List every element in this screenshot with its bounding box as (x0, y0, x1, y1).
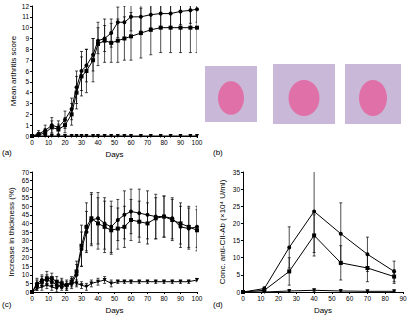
svg-text:70: 70 (364, 295, 372, 302)
svg-text:0: 0 (30, 295, 34, 302)
svg-text:Mean arthritis score: Mean arthritis score (9, 35, 18, 106)
svg-text:30: 30 (233, 186, 241, 193)
svg-text:Increase in thickness (%): Increase in thickness (%) (7, 187, 16, 277)
svg-text:60: 60 (127, 295, 135, 302)
svg-text:50: 50 (328, 295, 336, 302)
svg-text:80: 80 (160, 295, 168, 302)
svg-text:20: 20 (61, 295, 69, 302)
svg-text:40: 40 (22, 220, 30, 227)
svg-text:35: 35 (22, 229, 30, 236)
svg-text:90: 90 (177, 139, 185, 146)
svg-text:25: 25 (233, 203, 241, 210)
svg-text:7: 7 (25, 57, 29, 64)
svg-text:10: 10 (233, 254, 241, 261)
svg-text:50: 50 (111, 139, 119, 146)
svg-text:30: 30 (22, 237, 30, 244)
svg-text:70: 70 (144, 139, 152, 146)
svg-text:50: 50 (111, 295, 119, 302)
svg-text:20: 20 (22, 254, 30, 261)
svg-text:30: 30 (78, 295, 86, 302)
svg-text:60: 60 (346, 295, 354, 302)
svg-text:2: 2 (25, 111, 29, 118)
svg-text:20: 20 (61, 139, 69, 146)
svg-text:20: 20 (233, 220, 241, 227)
svg-text:(c): (c) (2, 300, 12, 309)
svg-text:11: 11 (22, 13, 29, 20)
svg-text:3: 3 (25, 100, 29, 107)
svg-text:15: 15 (233, 237, 241, 244)
svg-text:35: 35 (233, 169, 241, 176)
svg-text:65: 65 (22, 177, 30, 184)
svg-text:20: 20 (275, 295, 283, 302)
svg-text:55: 55 (22, 194, 30, 201)
svg-text:80: 80 (160, 139, 168, 146)
svg-text:Days: Days (314, 306, 332, 315)
svg-text:12: 12 (22, 3, 30, 10)
svg-text:80: 80 (382, 295, 390, 302)
svg-text:Conc. anti-CII-Ab (×10⁴ U/ml): Conc. anti-CII-Ab (×10⁴ U/ml) (218, 179, 227, 284)
svg-text:5: 5 (25, 280, 29, 287)
svg-text:100: 100 (192, 295, 203, 302)
svg-text:5: 5 (236, 271, 240, 278)
svg-text:8: 8 (25, 46, 29, 53)
svg-text:10: 10 (45, 295, 53, 302)
svg-text:5: 5 (25, 78, 29, 85)
svg-text:1: 1 (25, 122, 29, 129)
svg-text:90: 90 (177, 295, 185, 302)
svg-text:10: 10 (45, 139, 53, 146)
svg-text:(b): (b) (213, 148, 223, 157)
svg-text:60: 60 (127, 139, 135, 146)
svg-text:25: 25 (22, 246, 30, 253)
svg-text:0: 0 (30, 139, 34, 146)
svg-text:0: 0 (25, 289, 29, 296)
svg-text:6: 6 (25, 68, 29, 75)
svg-text:30: 30 (78, 139, 86, 146)
svg-text:40: 40 (94, 295, 102, 302)
svg-text:15: 15 (22, 263, 30, 270)
svg-text:0: 0 (25, 133, 29, 140)
svg-text:60: 60 (22, 186, 30, 193)
svg-text:50: 50 (22, 203, 30, 210)
svg-text:10: 10 (22, 271, 30, 278)
svg-text:0: 0 (236, 289, 240, 296)
svg-text:4: 4 (25, 89, 29, 96)
svg-text:(d): (d) (213, 300, 223, 309)
svg-text:Days: Days (105, 150, 123, 159)
svg-text:70: 70 (22, 169, 30, 176)
svg-text:40: 40 (310, 295, 318, 302)
svg-text:90: 90 (399, 295, 407, 302)
svg-text:70: 70 (144, 295, 152, 302)
svg-text:Days: Days (105, 306, 123, 315)
svg-text:40: 40 (94, 139, 102, 146)
svg-text:45: 45 (22, 211, 30, 218)
svg-text:(a): (a) (2, 148, 12, 157)
svg-text:9: 9 (25, 35, 29, 42)
svg-text:30: 30 (293, 295, 301, 302)
svg-text:0: 0 (241, 295, 245, 302)
svg-text:10: 10 (22, 24, 30, 31)
svg-text:100: 100 (192, 139, 203, 146)
svg-text:10: 10 (257, 295, 265, 302)
